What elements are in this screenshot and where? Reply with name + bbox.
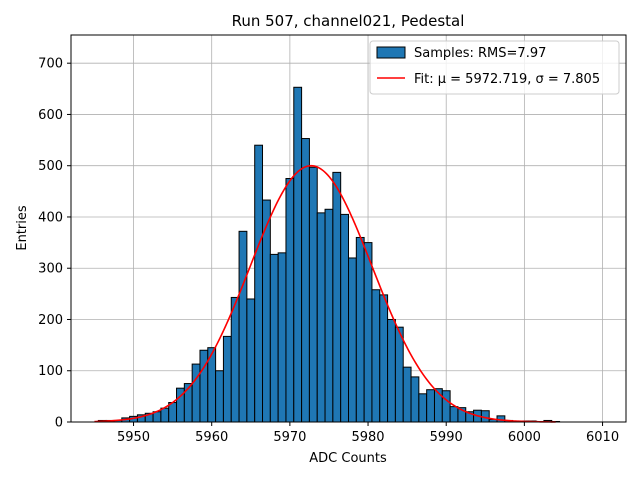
plot-frame [70,34,627,423]
histogram-bar [379,294,389,423]
histogram-bar [254,144,264,423]
histogram-bar [293,86,303,423]
y-tick-label: 0 [55,416,63,431]
x-tick-label: 5990 [430,430,463,445]
y-tick-label: 500 [38,159,63,174]
histogram-bar [332,171,342,423]
histogram-bar [308,166,318,423]
histogram-bar [191,363,201,423]
histogram-bar [238,230,248,423]
x-tick-label: 6000 [508,430,541,445]
y-tick-label: 700 [38,57,63,72]
histogram-bar [215,370,224,423]
histogram-bar [285,178,295,423]
legend-fit-label: Fit: μ = 5972.719, σ = 7.805 [414,72,600,87]
y-tick-label: 100 [38,364,63,379]
histogram-bar [168,402,178,423]
histogram-bar [222,335,232,423]
histogram-bar [301,138,310,423]
fit-curve [94,164,556,423]
histogram-bar [269,253,279,423]
histogram-bar [230,296,240,423]
legend-box [369,40,620,95]
chart-title: Run 507, channel021, Pedestal [232,12,465,30]
x-tick-label: 5950 [117,430,150,445]
y-tick-label: 200 [38,313,63,328]
legend-histogram-label: Samples: RMS=7.97 [414,46,546,61]
y-axis-label: Entries [15,205,30,251]
histogram-bar [316,212,326,423]
histogram-bar [441,390,451,423]
legend: Samples: RMS=7.97 Fit: μ = 5972.719, σ =… [369,40,620,95]
histogram-bar [199,349,209,423]
histogram-bar [348,257,357,423]
histogram-bar [394,326,404,423]
y-tick-label: 400 [38,210,63,225]
histogram-bar [324,208,334,423]
x-tick-label: 6010 [586,430,619,445]
histogram-bar [340,213,350,423]
histogram-bar [449,406,459,423]
legend-histogram-swatch [376,46,406,59]
y-tick-label: 600 [38,108,63,123]
histogram-bar [363,242,373,423]
histogram-bar [160,407,170,423]
y-tick-label: 300 [38,262,63,277]
histogram-bar [277,252,287,423]
histogram-bar [246,298,256,423]
x-tick-label: 5980 [351,430,384,445]
histogram-bar [371,289,381,423]
histogram-bar [387,318,396,423]
histogram-bar [402,366,412,423]
axis-ticks: 5950 5960 5970 5980 5990 6000 6010 0 100 200 300 40… [38,57,619,445]
x-tick-label: 5960 [195,430,228,445]
histogram-bar [410,376,420,423]
histogram-bar [426,389,435,423]
histogram-bar [355,236,365,423]
histogram-bar [418,393,428,423]
x-tick-label: 5970 [273,430,306,445]
x-axis-label: ADC Counts [309,451,387,466]
